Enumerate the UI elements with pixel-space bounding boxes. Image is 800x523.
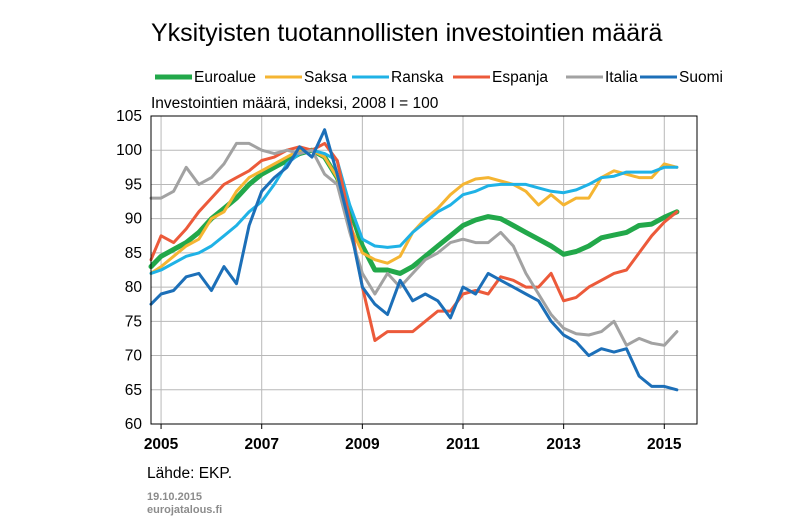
series-line-suomi (149, 128, 679, 392)
legend-label-euroalue: Euroalue (194, 69, 256, 86)
series-line-euroalue (148, 147, 680, 276)
legend-label-espanja: Espanja (492, 69, 548, 86)
publish-date: 19.10.2015 (147, 491, 202, 503)
x-tick-label: 2009 (345, 436, 380, 453)
y-tick-label: 105 (116, 108, 142, 125)
y-axis: 105 100 95 90 85 80 75 70 65 60 (116, 108, 142, 433)
plot-frame (150, 115, 698, 425)
site-name: eurojatalous.fi (147, 504, 222, 516)
y-tick-label: 70 (125, 348, 143, 365)
series-line-ranska (149, 148, 679, 275)
x-tick-label: 2013 (546, 436, 581, 453)
y-tick-label: 95 (125, 176, 142, 193)
series-lines (148, 128, 680, 392)
y-tick-label: 80 (125, 279, 143, 296)
legend-label-saksa: Saksa (304, 69, 347, 86)
chart-title: Yksityisten tuotannollisten investointie… (151, 19, 662, 47)
series-line-italia (149, 141, 679, 347)
y-tick-label: 100 (116, 142, 142, 159)
legend: Euroalue Saksa Ranska Espanja Italia Suomi (155, 69, 723, 86)
gridlines (151, 116, 697, 424)
legend-label-suomi: Suomi (679, 69, 723, 86)
chart-subtitle: Investointien määrä, indeksi, 2008 I = 1… (151, 95, 439, 112)
x-tick-label: 2011 (446, 436, 480, 453)
series-line-espanja (149, 141, 679, 342)
y-tick-label: 85 (125, 245, 142, 262)
x-tick-label: 2007 (244, 436, 278, 453)
series-line-saksa (149, 148, 679, 275)
y-tick-label: 60 (125, 416, 143, 433)
source-note: Lähde: EKP. (147, 465, 232, 482)
y-tick-label: 90 (125, 211, 143, 228)
x-axis: 2005 2007 2009 2011 2013 2015 (144, 424, 682, 453)
x-tick-label: 2005 (144, 436, 179, 453)
x-tick-label: 2015 (647, 436, 682, 453)
y-tick-label: 65 (125, 382, 142, 399)
legend-label-italia: Italia (605, 69, 638, 86)
legend-label-ranska: Ranska (391, 69, 444, 86)
y-tick-label: 75 (125, 313, 142, 330)
